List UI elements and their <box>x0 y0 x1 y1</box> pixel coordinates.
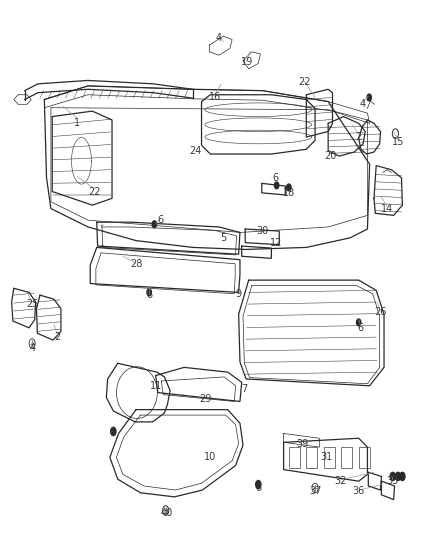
Text: 33: 33 <box>387 476 399 486</box>
Circle shape <box>256 481 261 489</box>
Text: 20: 20 <box>324 151 336 161</box>
Text: 5: 5 <box>220 233 226 243</box>
Text: 6: 6 <box>273 173 279 183</box>
Text: 36: 36 <box>353 487 365 496</box>
Text: 4: 4 <box>360 99 366 109</box>
Text: 19: 19 <box>241 57 254 67</box>
Text: 29: 29 <box>200 394 212 405</box>
Text: 7: 7 <box>241 384 247 394</box>
Circle shape <box>367 94 371 101</box>
Text: 18: 18 <box>283 188 295 198</box>
Text: 26: 26 <box>374 307 387 317</box>
Bar <box>341 447 352 467</box>
Text: 16: 16 <box>208 92 221 102</box>
Text: 10: 10 <box>204 453 216 462</box>
Text: 1: 1 <box>74 118 80 128</box>
Text: 4: 4 <box>216 33 222 43</box>
Bar <box>289 447 300 467</box>
Bar <box>306 447 317 467</box>
Text: 6: 6 <box>157 215 163 225</box>
Circle shape <box>400 472 405 481</box>
Text: 4: 4 <box>29 343 35 353</box>
Text: 39: 39 <box>296 439 308 449</box>
Circle shape <box>357 319 361 326</box>
Text: 32: 32 <box>334 476 346 486</box>
Text: 28: 28 <box>130 260 142 270</box>
Text: 40: 40 <box>160 508 173 518</box>
Text: 11: 11 <box>149 381 162 391</box>
Text: 6: 6 <box>255 483 261 493</box>
Text: 9: 9 <box>236 289 242 299</box>
Circle shape <box>147 289 151 296</box>
Text: 15: 15 <box>392 138 404 148</box>
Bar <box>324 447 335 467</box>
Circle shape <box>390 472 396 481</box>
Text: 31: 31 <box>320 453 332 462</box>
Text: 30: 30 <box>257 226 269 236</box>
Circle shape <box>152 221 156 228</box>
Text: 22: 22 <box>88 187 101 197</box>
Text: 37: 37 <box>309 487 321 496</box>
Text: 24: 24 <box>189 146 201 156</box>
Circle shape <box>275 182 279 189</box>
Text: 25: 25 <box>26 299 39 309</box>
Circle shape <box>396 472 401 481</box>
Text: 12: 12 <box>270 238 283 248</box>
Text: 14: 14 <box>381 204 393 214</box>
Text: 2: 2 <box>54 332 60 342</box>
Text: 2: 2 <box>356 132 362 142</box>
Text: 6: 6 <box>146 290 152 300</box>
Circle shape <box>287 184 291 191</box>
Text: 6: 6 <box>358 323 364 333</box>
Bar <box>359 447 370 467</box>
Text: 6: 6 <box>109 429 115 439</box>
Text: 22: 22 <box>298 77 311 87</box>
Circle shape <box>111 427 116 435</box>
